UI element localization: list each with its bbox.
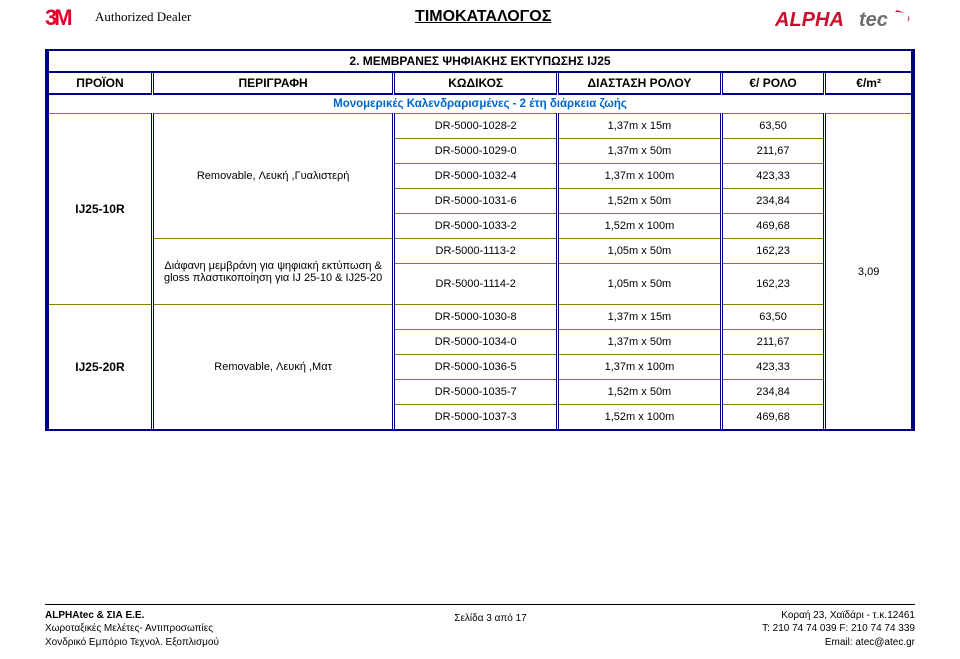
cell-code: DR-5000-1034-0 — [394, 330, 558, 355]
cell-price: 63,50 — [721, 305, 824, 330]
cell-desc: Removable, Λευκή ,Γυαλιστερή — [152, 114, 393, 239]
cell-dim: 1,52m x 100m — [558, 214, 722, 239]
cell-dim: 1,52m x 50m — [558, 380, 722, 405]
cell-code: DR-5000-1030-8 — [394, 305, 558, 330]
section-title: 2. ΜΕΜΒΡΑΝΕΣ ΨΗΦΙΑΚΗΣ ΕΚΤΥΠΩΣΗΣ IJ25 — [49, 51, 911, 73]
cell-code: DR-5000-1033-2 — [394, 214, 558, 239]
cell-desc: Removable, Λευκή ,Ματ — [152, 305, 393, 430]
col-code: ΚΩΔΙΚΟΣ — [394, 73, 558, 94]
footer-divider — [45, 604, 915, 605]
cell-code: DR-5000-1035-7 — [394, 380, 558, 405]
cell-dim: 1,52m x 100m — [558, 405, 722, 430]
cell-price: 63,50 — [721, 114, 824, 139]
svg-text:3M: 3M — [45, 6, 71, 28]
cell-code: DR-5000-1031-6 — [394, 189, 558, 214]
page-header: 3M Authorized Dealer ΤΙΜΟΚΑΤΑΛΟΓΟΣ ALPHA… — [45, 6, 915, 35]
cell-code: DR-5000-1028-2 — [394, 114, 558, 139]
pricing-table: ΠΡΟΪΟΝ ΠΕΡΙΓΡΑΦΗ ΚΩΔΙΚΟΣ ΔΙΑΣΤΑΣΗ ΡΟΛΟΥ … — [49, 73, 911, 429]
cell-dim: 1,05m x 50m — [558, 239, 722, 264]
logo-3m: 3M — [45, 6, 89, 31]
footer-phone: T: 210 74 74 039 F: 210 74 74 339 — [762, 622, 915, 636]
pricing-table-frame: 2. ΜΕΜΒΡΑΝΕΣ ΨΗΦΙΑΚΗΣ ΕΚΤΥΠΩΣΗΣ IJ25 ΠΡΟ… — [45, 49, 915, 431]
cell-price: 162,23 — [721, 264, 824, 305]
subtitle-text: Μονομερικές Καλενδραρισμένες - 2 έτη διά… — [49, 94, 911, 114]
col-price: €/ ΡΟΛΟ — [721, 73, 824, 94]
cell-price: 162,23 — [721, 239, 824, 264]
cell-code: DR-5000-1032-4 — [394, 164, 558, 189]
cell-dim: 1,37m x 50m — [558, 330, 722, 355]
cell-price: 469,68 — [721, 405, 824, 430]
svg-text:tec: tec — [859, 9, 888, 31]
footer-line2: Χωροταξικές Μελέτες- Αντιπροσωπίες — [45, 622, 219, 636]
cell-product: IJ25-10R — [49, 114, 152, 305]
cell-dim: 1,37m x 15m — [558, 114, 722, 139]
col-desc: ΠΕΡΙΓΡΑΦΗ — [152, 73, 393, 94]
footer-page-number: Σελίδα 3 από 17 — [454, 609, 526, 650]
cell-price: 234,84 — [721, 189, 824, 214]
col-unit: €/m² — [825, 73, 911, 94]
cell-price: 211,67 — [721, 330, 824, 355]
footer-right: Κοραή 23, Χαϊδάρι - τ.κ.12461 T: 210 74 … — [762, 609, 915, 650]
footer-line3: Χονδρικό Εμπόριο Τεχνολ. Εξοπλισμού — [45, 636, 219, 650]
table-subtitle-row: Μονομερικές Καλενδραρισμένες - 2 έτη διά… — [49, 94, 911, 114]
cell-code: DR-5000-1114-2 — [394, 264, 558, 305]
col-product: ΠΡΟΪΟΝ — [49, 73, 152, 94]
cell-price: 423,33 — [721, 355, 824, 380]
cell-dim: 1,52m x 50m — [558, 189, 722, 214]
table-row: IJ25-10R Removable, Λευκή ,Γυαλιστερή DR… — [49, 114, 911, 139]
cell-price: 234,84 — [721, 380, 824, 405]
cell-price: 469,68 — [721, 214, 824, 239]
footer-company: ALPHAtec & ΣΙΑ Ε.Ε. — [45, 609, 219, 623]
table-header-row: ΠΡΟΪΟΝ ΠΕΡΙΓΡΑΦΗ ΚΩΔΙΚΟΣ ΔΙΑΣΤΑΣΗ ΡΟΛΟΥ … — [49, 73, 911, 94]
footer-email: Email: atec@atec.gr — [762, 636, 915, 650]
cell-price: 423,33 — [721, 164, 824, 189]
cell-desc: Διάφανη μεμβράνη για ψηφιακή εκτύπωση & … — [152, 239, 393, 305]
cell-unit-price: 3,09 — [825, 114, 911, 430]
cell-product: IJ25-20R — [49, 305, 152, 430]
table-row: Διάφανη μεμβράνη για ψηφιακή εκτύπωση & … — [49, 239, 911, 264]
cell-dim: 1,37m x 50m — [558, 139, 722, 164]
cell-code: DR-5000-1113-2 — [394, 239, 558, 264]
cell-code: DR-5000-1029-0 — [394, 139, 558, 164]
svg-text:ALPHA: ALPHA — [775, 9, 844, 31]
cell-dim: 1,37m x 100m — [558, 355, 722, 380]
cell-dim: 1,05m x 50m — [558, 264, 722, 305]
cell-price: 211,67 — [721, 139, 824, 164]
cell-code: DR-5000-1036-5 — [394, 355, 558, 380]
page-footer: ALPHAtec & ΣΙΑ Ε.Ε. Χωροταξικές Μελέτες-… — [45, 604, 915, 650]
col-dimension: ΔΙΑΣΤΑΣΗ ΡΟΛΟΥ — [558, 73, 722, 94]
cell-code: DR-5000-1037-3 — [394, 405, 558, 430]
cell-dim: 1,37m x 15m — [558, 305, 722, 330]
logo-alphatec: ALPHA tec — [775, 6, 915, 35]
authorized-dealer-label: Authorized Dealer — [95, 6, 191, 25]
cell-dim: 1,37m x 100m — [558, 164, 722, 189]
footer-left: ALPHAtec & ΣΙΑ Ε.Ε. Χωροταξικές Μελέτες-… — [45, 609, 219, 650]
table-row: IJ25-20R Removable, Λευκή ,Ματ DR-5000-1… — [49, 305, 911, 330]
page-title: ΤΙΜΟΚΑΤΑΛΟΓΟΣ — [415, 6, 551, 26]
footer-address: Κοραή 23, Χαϊδάρι - τ.κ.12461 — [762, 609, 915, 623]
